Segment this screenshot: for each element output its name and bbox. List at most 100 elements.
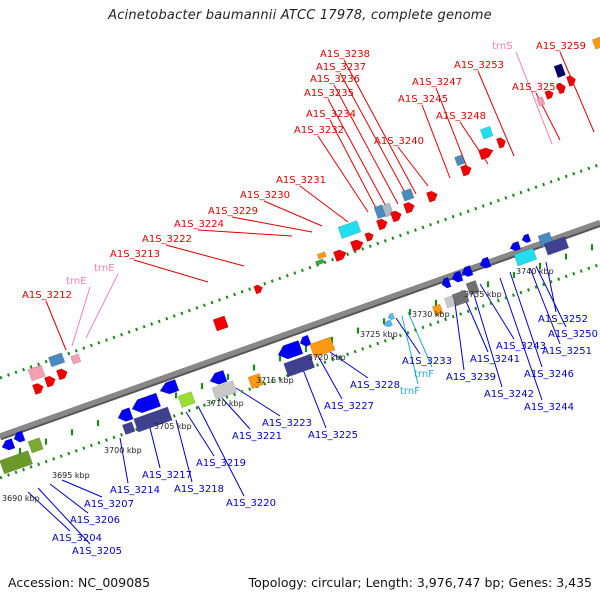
gene-bottom-31 (521, 233, 532, 244)
gene-bottom-13 (277, 340, 304, 360)
top-gene-label: trnE (94, 263, 115, 274)
gene-top-11-body (333, 249, 347, 262)
gene-top-31 (592, 36, 600, 50)
gene-bottom-28 (513, 247, 538, 267)
strand-tracks (0, 162, 600, 480)
gene-bottom-22-body (465, 280, 480, 296)
gene-bottom-12-body (247, 373, 264, 389)
gene-bottom-14 (299, 334, 312, 347)
bottom-gene-label: A1S_3220 (226, 498, 276, 509)
bottom-gene-label: A1S_3233 (402, 356, 452, 367)
gene-top-1 (48, 352, 66, 368)
gene-top-8 (316, 251, 327, 260)
gene-bottom-23 (441, 276, 452, 289)
gene-top-12 (350, 239, 364, 252)
gene-top-19 (401, 188, 415, 202)
top-gene-label: A1S_3256 (512, 82, 562, 93)
gene-bottom-27 (509, 240, 522, 251)
gene-bottom-4 (117, 407, 134, 422)
bottom-gene-leader (407, 311, 433, 368)
gene-bottom-18 (387, 312, 395, 321)
bottom-gene-leader (317, 355, 343, 400)
bottom-gene-leader (175, 419, 193, 483)
bottom-gene-label: A1S_3252 (538, 314, 588, 325)
bottom-gene-label: A1S_3241 (470, 354, 520, 365)
gene-top-30 (553, 63, 566, 79)
gene-top-14-body (373, 204, 386, 220)
scale-label: 3730 kbp (412, 310, 450, 319)
gene-top-0 (27, 364, 46, 382)
bottom-gene-label: A1S_3239 (446, 372, 496, 383)
top-gene-leader (197, 229, 293, 237)
top-gene-leader (329, 119, 379, 213)
bottom-gene-leader (329, 351, 369, 379)
gene-top-16 (376, 218, 388, 231)
gene-top-8-body (316, 251, 327, 260)
gene-top-4-body (56, 368, 68, 381)
gene-bottom-28-body (513, 247, 538, 267)
bottom-gene-label: A1S_3218 (174, 484, 224, 495)
gene-bottom-25 (461, 265, 474, 278)
scale-label: 3700 kbp (104, 446, 142, 455)
scale-label: 3735 kbp (464, 290, 502, 299)
top-gene-label: A1S_3224 (174, 219, 224, 230)
top-gene-label: A1S_3236 (310, 74, 360, 85)
gene-bottom-8 (133, 406, 173, 433)
scale-label: 3695 kbp (52, 471, 90, 480)
gene-top-10-body (337, 220, 362, 239)
top-gene-label: A1S_3245 (398, 94, 448, 105)
top-gene-label: trnE (66, 276, 87, 287)
gene-top-17-body (390, 210, 402, 223)
scale-label: 3705 kbp (154, 422, 192, 431)
bottom-gene-label: trnF (400, 386, 420, 397)
gene-top-25 (496, 137, 506, 149)
top-gene-leader (85, 273, 119, 339)
bottom-gene-label: A1S_3250 (548, 329, 598, 340)
bottom-gene-leader (37, 487, 91, 545)
bottom-gene-label: A1S_3227 (324, 401, 374, 412)
top-gene-leader (397, 146, 429, 187)
gene-top-7 (253, 284, 263, 295)
gene-bottom-22 (465, 280, 480, 296)
gene-top-14 (373, 204, 386, 220)
gene-bottom-6-body (159, 379, 180, 395)
backbone (0, 220, 600, 439)
bottom-gene-leader (453, 295, 465, 371)
top-gene-label: A1S_3229 (208, 206, 258, 217)
gene-top-27 (544, 90, 554, 100)
gene-bottom-30-body (543, 236, 570, 256)
bottom-gene-leader (395, 317, 421, 355)
gene-bottom-10-body (209, 369, 228, 385)
gene-bottom-8-body (133, 406, 173, 433)
gene-top-27-body (544, 90, 554, 100)
gene-top-2 (32, 383, 44, 395)
gene-top-23 (480, 126, 494, 140)
top-gene-leader (477, 70, 515, 157)
gene-top-20-body (426, 190, 438, 203)
top-gene-leader (327, 98, 389, 211)
bottom-gene-label: A1S_3219 (196, 458, 246, 469)
gene-top-30-body (553, 63, 566, 79)
gene-top-5 (70, 353, 82, 365)
gene-bottom-15 (283, 353, 316, 378)
gene-bottom-27-body (509, 240, 522, 251)
gene-top-4 (56, 368, 68, 381)
gene-bottom-7 (122, 421, 136, 435)
gene-top-13-body (364, 232, 374, 242)
gene-bottom-5-body (131, 392, 162, 414)
gene-features (0, 36, 600, 475)
gene-bottom-9-body (177, 391, 196, 408)
bottom-gene-leader (471, 287, 503, 388)
bottom-gene-leader (535, 265, 567, 328)
gene-bottom-26 (479, 256, 492, 269)
gene-top-29 (566, 75, 576, 87)
bottom-gene-leader (27, 491, 71, 532)
gene-top-7-body (253, 284, 263, 295)
gene-bottom-25-body (461, 265, 474, 278)
gene-top-16-body (376, 218, 388, 231)
bottom-gene-leader (185, 411, 215, 457)
genome-title: Acinetobacter baumannii ATCC 17978, comp… (108, 8, 492, 23)
gene-top-1-body (48, 352, 66, 368)
top-gene-leader (421, 104, 451, 179)
top-gene-label: A1S_3238 (320, 49, 370, 60)
